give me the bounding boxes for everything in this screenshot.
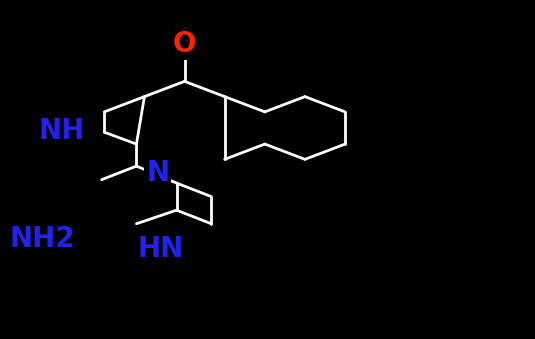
- Text: NH: NH: [39, 117, 85, 144]
- Text: NH2: NH2: [10, 225, 75, 253]
- Text: HN: HN: [137, 235, 184, 263]
- Text: O: O: [173, 30, 196, 58]
- Text: N: N: [146, 159, 170, 187]
